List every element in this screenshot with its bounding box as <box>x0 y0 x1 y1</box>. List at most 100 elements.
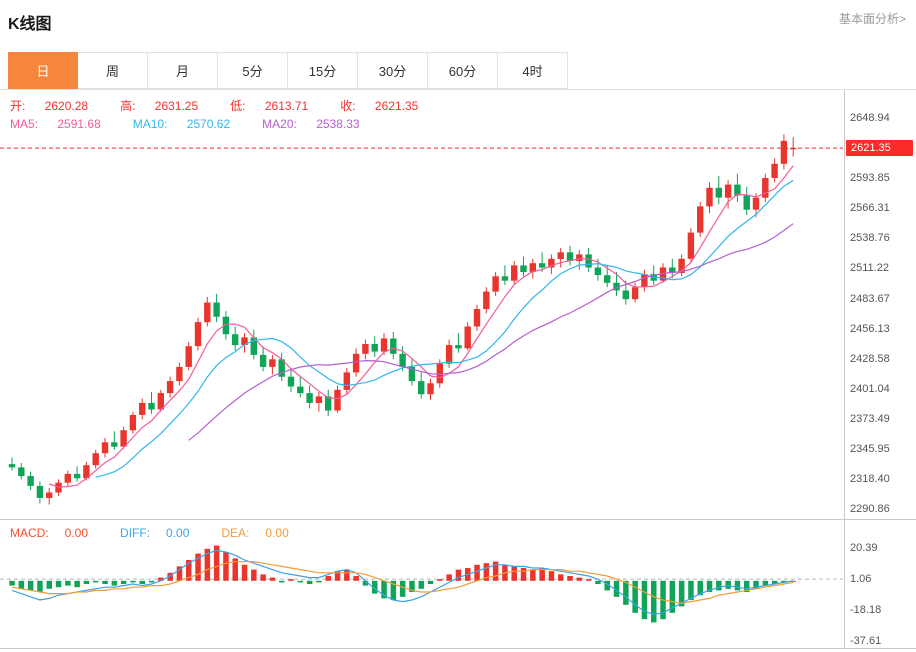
candle[interactable] <box>222 316 230 335</box>
candle[interactable] <box>139 402 146 415</box>
tab-daily[interactable]: 日 <box>8 52 78 89</box>
candle[interactable] <box>706 187 713 207</box>
candle[interactable] <box>492 276 499 292</box>
candle[interactable] <box>715 187 722 198</box>
candle[interactable] <box>315 396 323 403</box>
candle[interactable] <box>520 265 527 272</box>
candle[interactable] <box>752 197 760 210</box>
candle[interactable] <box>724 184 732 198</box>
candle[interactable] <box>297 386 304 394</box>
candle[interactable] <box>445 345 453 364</box>
candle[interactable] <box>380 338 388 352</box>
candle[interactable] <box>678 258 685 273</box>
candle[interactable] <box>371 344 378 352</box>
macd-bar <box>37 580 43 592</box>
candle[interactable] <box>148 402 155 410</box>
candle[interactable] <box>780 140 788 164</box>
candle[interactable] <box>557 252 564 259</box>
candle[interactable] <box>185 346 192 367</box>
tab-monthly[interactable]: 月 <box>148 52 218 89</box>
candle[interactable] <box>362 344 369 354</box>
tab-60min[interactable]: 60分 <box>428 52 498 89</box>
candle[interactable] <box>436 363 443 384</box>
candle[interactable] <box>659 267 667 281</box>
candle[interactable] <box>352 353 360 373</box>
tab-weekly[interactable]: 周 <box>78 52 148 89</box>
macd-bar <box>111 580 118 586</box>
candle[interactable] <box>176 366 183 382</box>
candle[interactable] <box>762 178 769 198</box>
candle[interactable] <box>111 442 118 447</box>
candle[interactable] <box>36 485 44 498</box>
candle[interactable] <box>771 163 778 178</box>
candle[interactable] <box>511 265 518 281</box>
candle[interactable] <box>538 263 546 268</box>
candle[interactable] <box>631 287 639 300</box>
candle[interactable] <box>18 467 25 477</box>
candle[interactable] <box>129 415 137 431</box>
macd-bar <box>725 580 731 589</box>
candle[interactable] <box>548 258 555 268</box>
candle[interactable] <box>585 254 592 268</box>
candle[interactable] <box>483 291 490 310</box>
candle[interactable] <box>92 453 99 466</box>
candle[interactable] <box>334 389 341 411</box>
candle[interactable] <box>64 473 71 483</box>
candle[interactable] <box>687 232 695 259</box>
candlestick-chart[interactable] <box>0 90 843 520</box>
candle[interactable] <box>743 195 750 210</box>
candle[interactable] <box>622 290 629 300</box>
candle[interactable] <box>464 326 471 349</box>
candle[interactable] <box>157 393 164 410</box>
candle[interactable] <box>576 254 583 261</box>
candle[interactable] <box>613 282 620 291</box>
candle[interactable] <box>287 376 295 387</box>
tab-4hour[interactable]: 4时 <box>498 52 568 89</box>
candle[interactable] <box>343 372 350 390</box>
macd-bar <box>548 571 555 581</box>
candle[interactable] <box>166 381 174 394</box>
candle[interactable] <box>259 354 267 367</box>
candle[interactable] <box>241 337 248 345</box>
candle[interactable] <box>232 334 239 346</box>
candle[interactable] <box>278 359 285 377</box>
candle[interactable] <box>473 309 481 327</box>
tab-15min[interactable]: 15分 <box>288 52 358 89</box>
candle[interactable] <box>269 359 276 367</box>
tab-30min[interactable]: 30分 <box>358 52 428 89</box>
macd-chart[interactable] <box>0 520 843 648</box>
candle[interactable] <box>250 337 257 355</box>
candle[interactable] <box>641 274 648 288</box>
candle[interactable] <box>669 267 676 274</box>
candle[interactable] <box>734 184 741 196</box>
candle[interactable] <box>529 263 536 272</box>
candle[interactable] <box>204 302 211 323</box>
candle[interactable] <box>306 393 313 403</box>
candle[interactable] <box>566 252 574 261</box>
candle[interactable] <box>697 206 704 233</box>
candle[interactable] <box>427 383 434 395</box>
candle[interactable] <box>399 353 406 367</box>
candle[interactable] <box>46 492 53 499</box>
macd-bar <box>381 580 387 599</box>
candle[interactable] <box>73 473 81 479</box>
candle[interactable] <box>501 276 509 281</box>
candle[interactable] <box>194 322 202 347</box>
candle[interactable] <box>390 338 397 354</box>
tab-5min[interactable]: 5分 <box>218 52 288 89</box>
candle[interactable] <box>83 465 90 479</box>
candle[interactable] <box>27 476 34 486</box>
candle[interactable] <box>455 345 462 349</box>
candle[interactable] <box>101 442 109 454</box>
candle[interactable] <box>594 267 602 276</box>
candle[interactable] <box>604 275 611 283</box>
candle[interactable] <box>8 464 16 468</box>
fundamental-analysis-link[interactable]: 基本面分析> <box>838 12 906 26</box>
candle[interactable] <box>213 302 220 317</box>
candle[interactable] <box>120 430 127 447</box>
candle[interactable] <box>325 396 332 411</box>
page-header: K线图 基本面分析> <box>0 0 916 52</box>
candle[interactable] <box>408 366 416 382</box>
candle[interactable] <box>418 381 425 395</box>
candle[interactable] <box>790 148 797 150</box>
